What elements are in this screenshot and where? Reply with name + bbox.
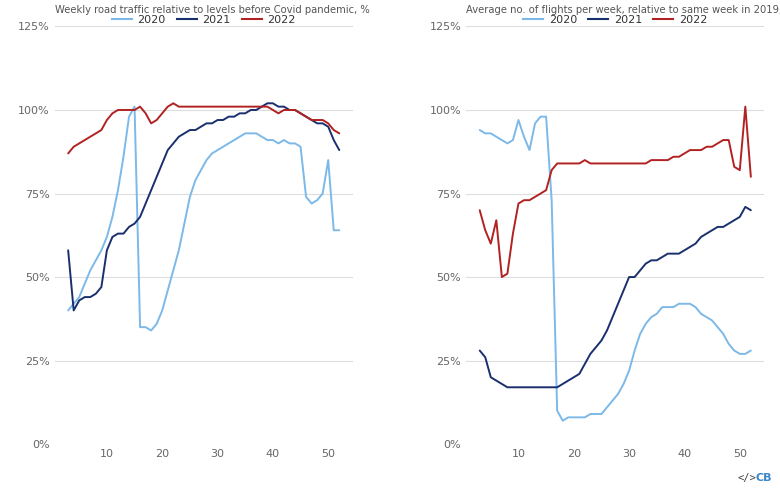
Text: Average no. of flights per week, relative to same week in 2019, %: Average no. of flights per week, relativ…	[466, 5, 780, 15]
Text: CB: CB	[756, 473, 772, 483]
Text: </>: </>	[738, 473, 757, 483]
Legend: 2020, 2021, 2022: 2020, 2021, 2022	[523, 15, 707, 25]
Text: Weekly road traffic relative to levels before Covid pandemic, %: Weekly road traffic relative to levels b…	[55, 5, 370, 15]
Legend: 2020, 2021, 2022: 2020, 2021, 2022	[112, 15, 296, 25]
